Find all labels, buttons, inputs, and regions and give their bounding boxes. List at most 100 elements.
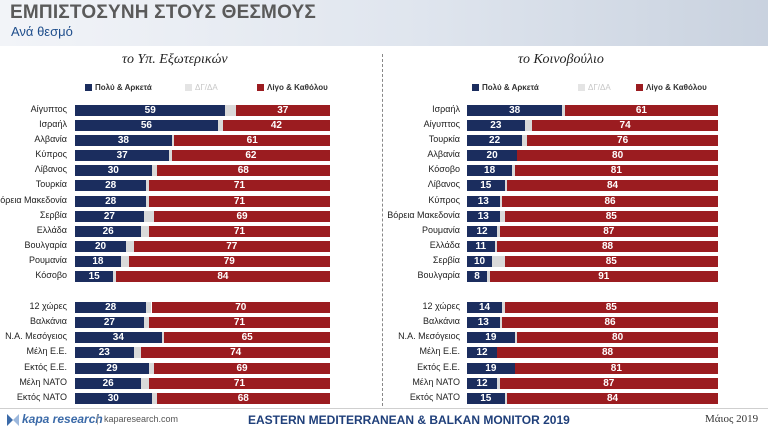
data-label-negative: 88 (601, 347, 614, 358)
bar-positive (467, 226, 498, 237)
legend-positive: Πολύ & Αρκετά (85, 83, 152, 92)
category-label: Εκτός ΝΑΤΟ (409, 392, 460, 402)
data-label-negative: 71 (233, 378, 246, 389)
category-label: Λίβανος (34, 164, 67, 174)
category-label: Μέλη Ε.Ε. (26, 346, 67, 356)
data-label-positive: 8 (474, 271, 480, 282)
bar-negative (499, 378, 718, 389)
legend-dk-swatch (185, 84, 192, 91)
bar-dk (514, 332, 518, 343)
bar-dk (494, 241, 498, 252)
report-date: Μάιος 2019 (705, 413, 759, 425)
header: ΕΜΠΙΣΤΟΣΥΝΗ ΣΤΟΥΣ ΘΕΣΜΟΥΣ Ανά θεσμό (0, 0, 768, 46)
legend-negative-swatch (257, 84, 264, 91)
bar-positive (75, 317, 144, 328)
data-label-negative: 37 (277, 105, 289, 116)
website-link[interactable]: kaparesearch.com (104, 414, 179, 424)
category-label: Κύπρος (35, 149, 67, 159)
data-label-positive: 13 (477, 211, 489, 222)
bar-negative (174, 135, 330, 146)
bar-dk (151, 393, 157, 404)
data-label-positive: 10 (473, 256, 486, 267)
bar-dk (146, 180, 149, 191)
bar-negative (514, 165, 718, 176)
legend-dk-label: ΔΓ/ΔΑ (195, 83, 218, 92)
data-label-positive: 37 (116, 150, 128, 161)
bar-negative (514, 363, 718, 374)
data-label-positive: 15 (88, 271, 100, 282)
category-label: Εκτός Ε.Ε. (24, 362, 67, 372)
data-label-negative: 84 (607, 180, 619, 191)
bar-positive (467, 196, 500, 207)
bar-dk (126, 241, 134, 252)
bar-dk (217, 120, 223, 131)
legend-dk: ΔΓ/ΔΑ (578, 83, 611, 92)
bar-positive (467, 378, 498, 389)
data-label-positive: 12 (476, 378, 488, 389)
bar-negative (222, 120, 330, 131)
category-label: Αίγυπτος (423, 119, 460, 129)
data-label-positive: 20 (486, 150, 498, 161)
bar-dk (120, 256, 129, 267)
bar-positive (75, 332, 162, 343)
bar-negative (504, 302, 718, 313)
bar-dk (499, 196, 503, 207)
data-label-negative: 68 (237, 165, 249, 176)
bar-positive (75, 378, 142, 389)
data-label-negative: 81 (610, 165, 622, 176)
bar-positive (75, 180, 147, 191)
category-label: Αλβανία (427, 149, 460, 159)
data-label-positive: 29 (106, 363, 118, 374)
bar-positive (467, 256, 493, 267)
bar-positive (467, 165, 513, 176)
data-label-negative: 88 (601, 241, 614, 252)
data-label-positive: 19 (485, 332, 497, 343)
bar-positive (467, 135, 523, 146)
bar-dk (151, 165, 157, 176)
category-label: Μέλη Ε.Ε. (419, 346, 460, 356)
category-label: 12 χώρες (422, 301, 461, 311)
bar-dk (113, 271, 116, 282)
data-label-positive: 18 (484, 165, 496, 176)
data-label-negative: 79 (223, 256, 235, 267)
bar-positive (75, 135, 172, 146)
category-label: Βόρεια Μακεδονία (387, 210, 460, 220)
bar-positive (467, 332, 515, 343)
data-label-negative: 71 (233, 180, 246, 191)
data-label-negative: 77 (226, 241, 238, 252)
kapa-logo-icon (7, 414, 19, 426)
bar-negative (133, 241, 330, 252)
bar-dk (225, 105, 236, 116)
data-label-negative: 85 (605, 211, 617, 222)
bar-positive (75, 226, 142, 237)
bar-negative (504, 256, 718, 267)
bar-dk (487, 271, 490, 282)
data-label-negative: 61 (246, 135, 258, 146)
bar-dk (499, 317, 503, 328)
monitor-title: EASTERN MEDITERRANEAN & BALKAN MONITOR 2… (248, 413, 570, 427)
bar-dk (171, 135, 175, 146)
category-label: Ν.Α. Μεσόγειος (398, 331, 460, 341)
data-label-positive: 23 (98, 347, 110, 358)
logo-separator: | (96, 413, 99, 425)
data-label-negative: 61 (635, 105, 647, 116)
bar-negative (497, 347, 718, 358)
bar-positive (467, 211, 500, 222)
category-label: Βαλκάνια (29, 316, 67, 326)
bar-negative (115, 271, 330, 282)
page-subtitle: Ανά θεσμό (11, 24, 73, 39)
bar-positive (467, 120, 525, 131)
header-background (0, 0, 768, 46)
legend-dk-swatch (578, 84, 585, 91)
category-label: Ισραήλ (39, 119, 67, 129)
legend-negative-swatch (636, 84, 643, 91)
bar-positive (75, 211, 144, 222)
bar-positive (467, 302, 503, 313)
data-label-negative: 70 (235, 302, 247, 313)
category-label: Τουρκία (428, 134, 460, 144)
category-label: Βαλκάνια (422, 316, 460, 326)
bar-dk (522, 135, 528, 146)
legend-negative-label: Λίγο & Καθόλου (267, 83, 328, 92)
data-label-negative: 87 (603, 226, 615, 237)
category-label: Μέλη ΝΑΤΟ (19, 377, 67, 387)
